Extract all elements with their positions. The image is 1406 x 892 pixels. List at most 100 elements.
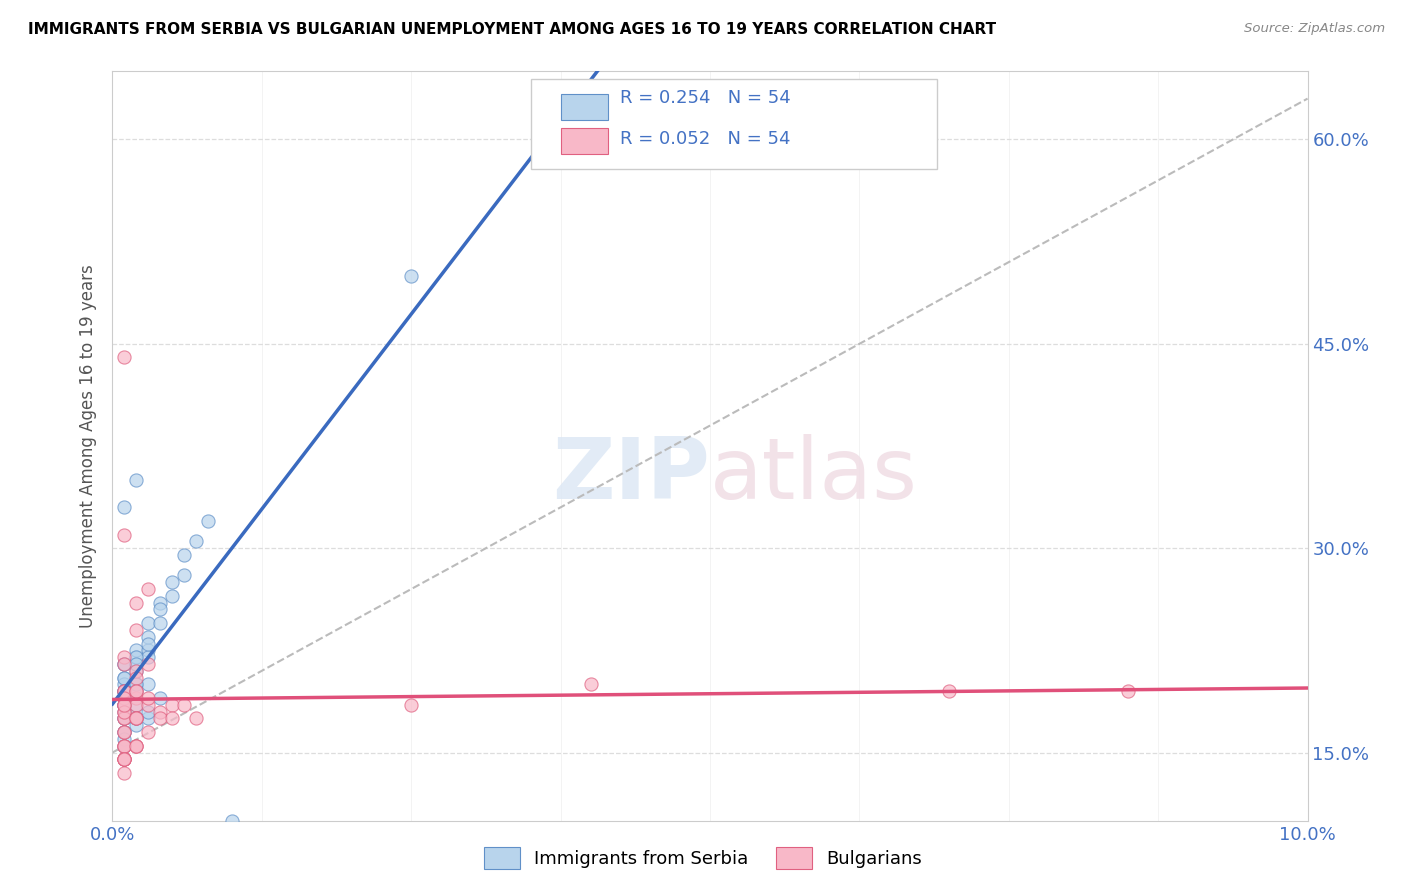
Point	[125, 596, 148, 610]
Point	[114, 725, 135, 739]
Point	[114, 739, 135, 753]
Point	[125, 664, 148, 678]
Point	[149, 705, 172, 719]
Point	[149, 616, 172, 631]
Point	[125, 691, 148, 706]
Point	[125, 650, 148, 665]
Point	[173, 548, 195, 562]
Point	[114, 684, 135, 698]
Point	[138, 630, 160, 644]
Point	[114, 527, 135, 541]
Point	[125, 718, 148, 732]
Point	[1118, 684, 1140, 698]
Point	[114, 731, 135, 746]
Text: Source: ZipAtlas.com: Source: ZipAtlas.com	[1244, 22, 1385, 36]
Point	[125, 711, 148, 725]
Point	[114, 657, 135, 671]
FancyBboxPatch shape	[561, 128, 609, 153]
Point	[125, 698, 148, 712]
Point	[114, 657, 135, 671]
Point	[125, 739, 148, 753]
Point	[401, 698, 423, 712]
Point	[114, 705, 135, 719]
Point	[125, 671, 148, 685]
Text: R = 0.052   N = 54: R = 0.052 N = 54	[620, 130, 792, 148]
Point	[114, 705, 135, 719]
Point	[114, 711, 135, 725]
Point	[138, 643, 160, 657]
Point	[114, 671, 135, 685]
Point	[125, 623, 148, 637]
Point	[138, 650, 160, 665]
Point	[125, 684, 148, 698]
Point	[938, 684, 960, 698]
Point	[114, 711, 135, 725]
Y-axis label: Unemployment Among Ages 16 to 19 years: Unemployment Among Ages 16 to 19 years	[79, 264, 97, 628]
Text: IMMIGRANTS FROM SERBIA VS BULGARIAN UNEMPLOYMENT AMONG AGES 16 TO 19 YEARS CORRE: IMMIGRANTS FROM SERBIA VS BULGARIAN UNEM…	[28, 22, 997, 37]
Point	[173, 698, 195, 712]
Point	[138, 691, 160, 706]
Point	[125, 739, 148, 753]
Point	[138, 698, 160, 712]
Point	[162, 698, 183, 712]
Point	[114, 752, 135, 766]
Point	[149, 691, 172, 706]
Point	[114, 698, 135, 712]
Point	[114, 752, 135, 766]
Point	[186, 534, 208, 549]
Point	[114, 705, 135, 719]
Point	[114, 725, 135, 739]
Point	[114, 698, 135, 712]
Point	[138, 657, 160, 671]
Point	[114, 698, 135, 712]
Point	[125, 684, 148, 698]
Point	[114, 671, 135, 685]
Point	[114, 691, 135, 706]
Point	[114, 657, 135, 671]
Point	[114, 500, 135, 515]
Point	[149, 596, 172, 610]
Point	[186, 711, 208, 725]
Point	[401, 268, 423, 283]
Point	[125, 650, 148, 665]
Point	[125, 677, 148, 691]
Point	[125, 711, 148, 725]
Point	[149, 602, 172, 616]
Point	[114, 739, 135, 753]
Point	[114, 752, 135, 766]
Point	[114, 684, 135, 698]
Point	[125, 739, 148, 753]
Point	[125, 664, 148, 678]
Point	[114, 684, 135, 698]
Point	[114, 684, 135, 698]
Point	[138, 677, 160, 691]
Point	[114, 691, 135, 706]
Point	[114, 677, 135, 691]
Point	[125, 698, 148, 712]
Point	[125, 657, 148, 671]
Point	[114, 752, 135, 766]
Point	[114, 698, 135, 712]
Point	[114, 752, 135, 766]
Point	[125, 711, 148, 725]
Point	[114, 766, 135, 780]
Point	[162, 589, 183, 603]
Point	[114, 739, 135, 753]
Text: atlas: atlas	[710, 434, 918, 517]
Point	[162, 711, 183, 725]
Point	[138, 725, 160, 739]
Point	[114, 725, 135, 739]
Point	[125, 711, 148, 725]
Point	[138, 616, 160, 631]
Point	[114, 684, 135, 698]
Point	[173, 568, 195, 582]
Point	[138, 636, 160, 650]
Point	[221, 814, 243, 828]
Point	[138, 582, 160, 596]
Text: R = 0.254   N = 54: R = 0.254 N = 54	[620, 88, 792, 106]
Point	[197, 514, 219, 528]
Point	[579, 677, 602, 691]
Point	[125, 657, 148, 671]
Point	[125, 684, 148, 698]
Point	[114, 739, 135, 753]
